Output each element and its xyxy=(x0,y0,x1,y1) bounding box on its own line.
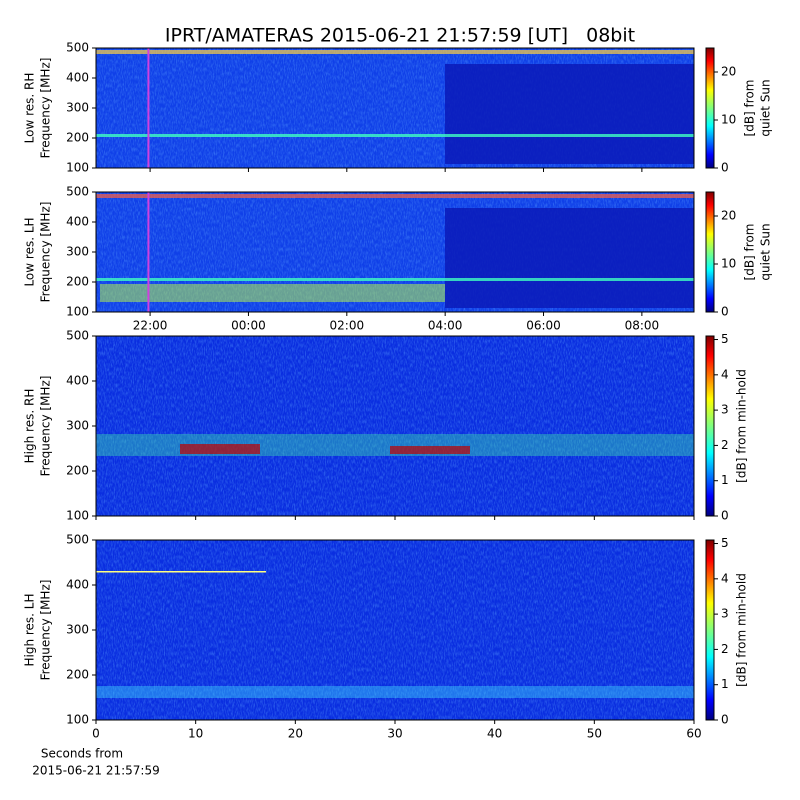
x-axis-label: Seconds from xyxy=(41,747,123,761)
y-axis-label: Frequency [MHz] xyxy=(39,376,53,477)
colorbar-tick-label: 0 xyxy=(721,305,729,319)
y-tick-label: 100 xyxy=(66,713,89,727)
x-tick-label: 60 xyxy=(686,727,701,741)
band xyxy=(96,50,694,54)
colorbar-label: [dB] from xyxy=(743,224,757,281)
colorbar xyxy=(705,335,715,517)
y-tick-label: 500 xyxy=(66,185,89,199)
band xyxy=(96,571,266,573)
y-tick-label: 400 xyxy=(66,374,89,388)
y-tick-label: 400 xyxy=(66,578,89,592)
y-tick-label: 100 xyxy=(66,509,89,523)
colorbar-tick-label: 2 xyxy=(721,438,729,452)
colorbar-label: [dB] from xyxy=(743,80,757,137)
band xyxy=(96,278,694,281)
y-axis-label: High res. LH xyxy=(23,593,37,666)
quiet-region xyxy=(445,64,694,164)
spectrogram-noise xyxy=(96,336,694,516)
colorbar-tick-label: 20 xyxy=(721,209,736,223)
y-tick-label: 400 xyxy=(66,71,89,85)
chart-title: IPRT/AMATERAS 2015-06-21 21:57:59 [UT] 0… xyxy=(165,25,635,47)
x-tick-label: 10 xyxy=(188,727,203,741)
y-tick-label: 100 xyxy=(66,305,89,319)
colorbar-tick-label: 0 xyxy=(721,161,729,175)
colorbar-tick-label: 3 xyxy=(721,607,729,621)
x-tick-label: 30 xyxy=(387,727,402,741)
band xyxy=(96,686,694,698)
y-axis-label: Frequency [MHz] xyxy=(39,58,53,159)
colorbar-tick-label: 0 xyxy=(721,509,729,523)
band xyxy=(390,446,470,454)
colorbar-label: quiet Sun xyxy=(759,223,773,280)
y-tick-label: 500 xyxy=(66,533,89,547)
y-axis-label: High res. RH xyxy=(23,389,37,464)
x-tick-label: 08:00 xyxy=(625,319,660,333)
colorbar-tick-label: 5 xyxy=(721,536,729,550)
quiet-region xyxy=(445,208,694,308)
x-tick-label: 22:00 xyxy=(133,319,168,333)
colorbar-tick-label: 1 xyxy=(721,677,729,691)
y-tick-label: 200 xyxy=(66,464,89,478)
y-tick-label: 300 xyxy=(66,245,89,259)
colorbar-tick-label: 10 xyxy=(721,257,736,271)
x-tick-label: 20 xyxy=(288,727,303,741)
y-axis-label: Low res. RH xyxy=(23,73,37,144)
y-tick-label: 400 xyxy=(66,215,89,229)
colorbar-tick-label: 20 xyxy=(721,65,736,79)
colorbar xyxy=(705,539,715,721)
colorbar-tick-label: 0 xyxy=(721,713,729,727)
y-tick-label: 100 xyxy=(66,161,89,175)
colorbar-tick-label: 3 xyxy=(721,403,729,417)
band xyxy=(180,444,260,454)
band xyxy=(96,134,694,137)
x-axis-label: 2015-06-21 21:57:59 xyxy=(32,764,159,778)
y-tick-label: 300 xyxy=(66,101,89,115)
y-tick-label: 200 xyxy=(66,668,89,682)
y-axis-label: Low res. LH xyxy=(23,217,37,286)
colorbar-label: [dB] from min-hold xyxy=(735,369,749,483)
colorbar-tick-label: 2 xyxy=(721,642,729,656)
x-tick-label: 40 xyxy=(487,727,502,741)
band xyxy=(100,284,445,302)
colorbar-tick-label: 4 xyxy=(721,571,729,585)
spectrogram-noise xyxy=(96,540,694,720)
x-tick-label: 04:00 xyxy=(428,319,463,333)
colorbar xyxy=(705,191,715,313)
colorbar-tick-label: 4 xyxy=(721,367,729,381)
x-tick-label: 0 xyxy=(92,727,100,741)
x-tick-label: 50 xyxy=(587,727,602,741)
y-tick-label: 200 xyxy=(66,131,89,145)
y-tick-label: 500 xyxy=(66,329,89,343)
colorbar-label: quiet Sun xyxy=(759,79,773,136)
colorbar xyxy=(705,47,715,169)
y-axis-label: Frequency [MHz] xyxy=(39,580,53,681)
y-tick-label: 500 xyxy=(66,41,89,55)
colorbar-tick-label: 5 xyxy=(721,332,729,346)
colorbar-tick-label: 1 xyxy=(721,473,729,487)
x-tick-label: 00:00 xyxy=(231,319,266,333)
band xyxy=(96,194,694,198)
y-tick-label: 300 xyxy=(66,623,89,637)
x-tick-label: 02:00 xyxy=(330,319,365,333)
y-tick-label: 200 xyxy=(66,275,89,289)
y-axis-label: Frequency [MHz] xyxy=(39,202,53,303)
colorbar-tick-label: 10 xyxy=(721,113,736,127)
x-tick-label: 06:00 xyxy=(526,319,561,333)
y-tick-label: 300 xyxy=(66,419,89,433)
colorbar-label: [dB] from min-hold xyxy=(735,573,749,687)
